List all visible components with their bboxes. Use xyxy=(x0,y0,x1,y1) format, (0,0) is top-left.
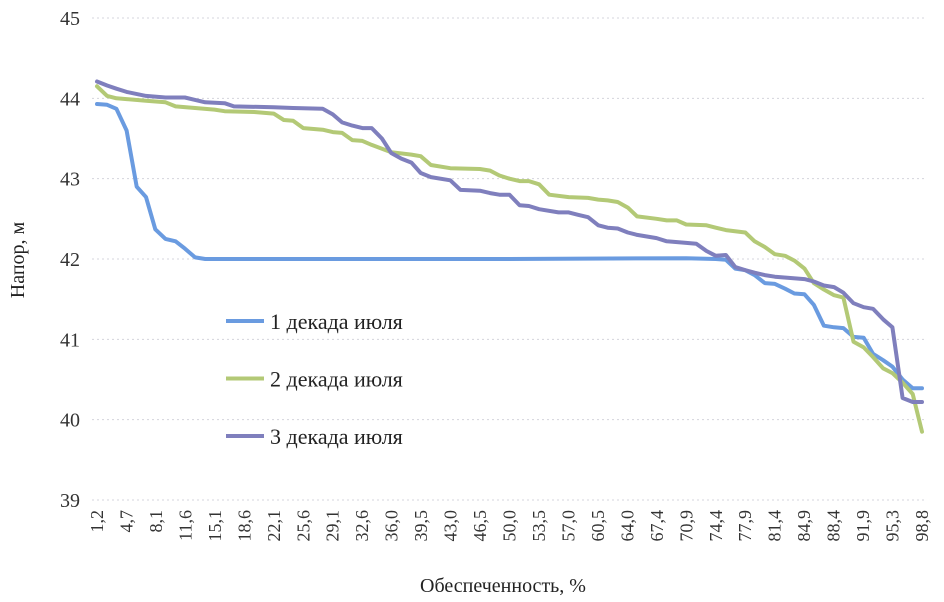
x-tick-label: 25,6 xyxy=(293,510,313,542)
series-line-3 xyxy=(95,79,924,404)
series-line-1 xyxy=(95,102,924,391)
x-tick-label: 67,4 xyxy=(647,510,667,542)
x-tick-label: 11,6 xyxy=(175,510,195,541)
x-tick-label: 46,5 xyxy=(470,510,490,542)
y-axis-title: Напор, м xyxy=(7,221,29,298)
y-tick-label: 43 xyxy=(60,169,80,191)
x-tick-label: 15,1 xyxy=(205,510,225,542)
legend-label: 1 декада июля xyxy=(270,309,403,334)
y-tick-labels: 39 40 41 42 43 44 45 xyxy=(60,8,80,512)
x-tick-label: 98,8 xyxy=(912,510,932,542)
y-tick-label: 39 xyxy=(60,490,80,512)
x-tick-label: 50,0 xyxy=(500,510,520,542)
x-tick-label: 74,4 xyxy=(706,510,726,542)
x-tick-label: 91,9 xyxy=(853,510,873,542)
series-lines xyxy=(95,79,924,434)
x-tick-label: 29,1 xyxy=(323,510,343,542)
y-tick-label: 42 xyxy=(60,249,80,271)
x-tick-label: 39,5 xyxy=(411,510,431,542)
y-tick-label: 40 xyxy=(60,410,80,432)
x-tick-label: 64,0 xyxy=(617,510,637,542)
y-tick-label: 41 xyxy=(60,329,80,351)
x-tick-label: 22,1 xyxy=(264,510,284,542)
legend-label: 3 декада июля xyxy=(270,424,403,449)
legend-label: 2 декада июля xyxy=(270,367,403,392)
x-tick-label: 57,0 xyxy=(558,510,578,542)
x-tick-label: 60,5 xyxy=(588,510,608,542)
x-tick-label: 18,6 xyxy=(234,510,254,542)
x-tick-label: 32,6 xyxy=(352,510,372,542)
x-tick-labels: 1,2 4,7 8,1 11,6 15,1 18,6 22,1 25,6 29,1 32,6 36,… xyxy=(87,510,932,542)
legend: 1 декада июля 2 декада июля 3 декада июля xyxy=(226,309,403,449)
x-tick-label: 77,9 xyxy=(735,510,755,542)
y-tick-label: 45 xyxy=(60,8,80,30)
x-tick-label: 84,9 xyxy=(794,510,814,542)
x-tick-label: 4,7 xyxy=(116,510,136,533)
x-tick-label: 8,1 xyxy=(146,510,166,533)
x-tick-label: 36,0 xyxy=(382,510,402,542)
x-axis-title: Обеспеченность, % xyxy=(420,575,586,597)
x-tick-label: 70,9 xyxy=(676,510,696,542)
x-tick-label: 1,2 xyxy=(87,510,107,533)
x-tick-label: 43,0 xyxy=(441,510,461,542)
x-tick-label: 53,5 xyxy=(529,510,549,542)
y-tick-label: 44 xyxy=(60,88,80,110)
x-tick-label: 95,3 xyxy=(883,510,903,542)
x-tick-label: 88,4 xyxy=(824,510,844,542)
x-tick-label: 81,4 xyxy=(765,510,785,542)
